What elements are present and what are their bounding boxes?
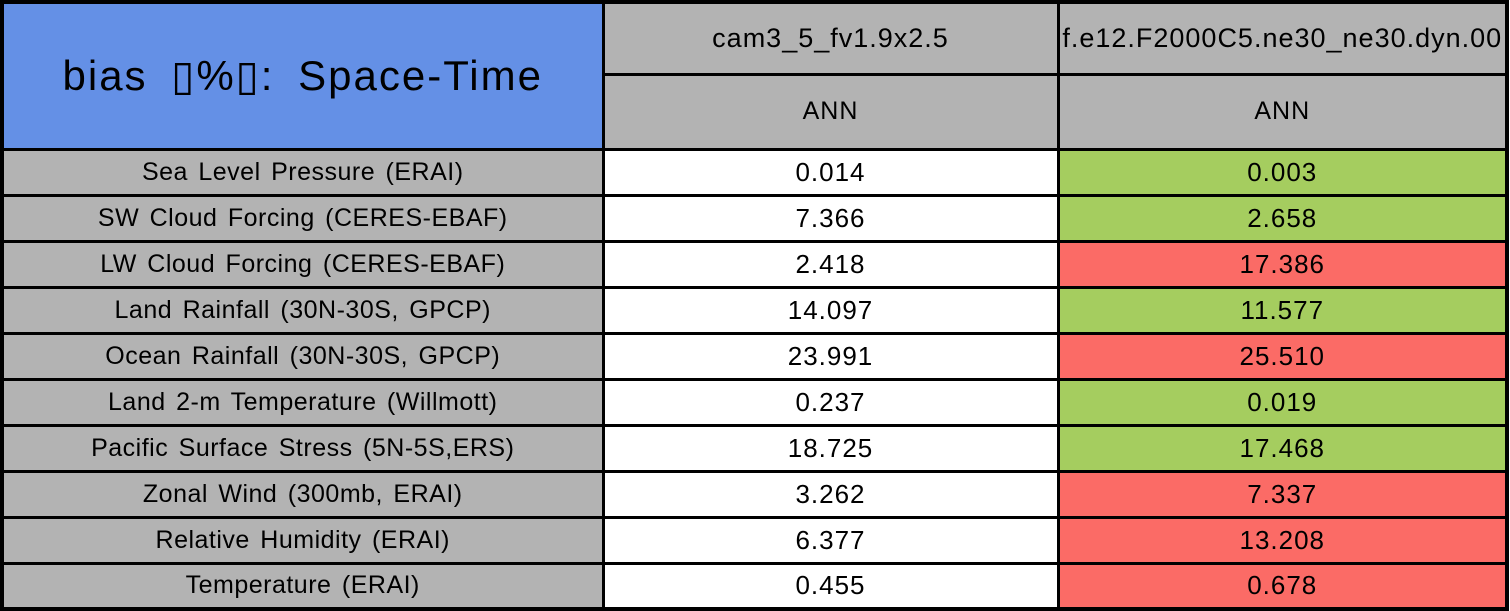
metric-value: 0.678 [1056,561,1509,611]
metric-value: 14.097 [601,285,1060,335]
season-header-2: ANN [1056,72,1509,151]
column-header-model-1: cam3_5_fv1.9x2.5 [601,0,1060,76]
table-row: Land Rainfall (30N-30S, GPCP) 14.097 11.… [0,285,1509,335]
table-row: SW Cloud Forcing (CERES-EBAF) 7.366 2.65… [0,193,1509,243]
header-row-models: bias ▯%▯: Space-Time cam3_5_fv1.9x2.5 f.… [0,0,1509,151]
metric-label: Land Rainfall (30N-30S, GPCP) [0,285,605,335]
metric-value: 2.658 [1056,193,1509,243]
metric-value: 3.262 [601,469,1060,519]
metric-label: Relative Humidity (ERAI) [0,515,605,565]
season-header-1: ANN [601,72,1060,151]
table-row: Land 2-m Temperature (Willmott) 0.237 0.… [0,377,1509,427]
metric-label: LW Cloud Forcing (CERES-EBAF) [0,239,605,289]
metric-value: 23.991 [601,331,1060,381]
table-row: Temperature (ERAI) 0.455 0.678 [0,561,1509,611]
table-row: Sea Level Pressure (ERAI) 0.014 0.003 [0,147,1509,197]
metric-value: 0.014 [601,147,1060,197]
metric-value: 17.386 [1056,239,1509,289]
metric-label: Sea Level Pressure (ERAI) [0,147,605,197]
metric-value: 6.377 [601,515,1060,565]
metric-label: Ocean Rainfall (30N-30S, GPCP) [0,331,605,381]
metric-value: 17.468 [1056,423,1509,473]
table-title: bias ▯%▯: Space-Time [0,0,605,151]
metric-value: 7.366 [601,193,1060,243]
table-row: Ocean Rainfall (30N-30S, GPCP) 23.991 25… [0,331,1509,381]
metric-value: 0.237 [601,377,1060,427]
metric-value: 0.003 [1056,147,1509,197]
metric-label: Land 2-m Temperature (Willmott) [0,377,605,427]
metric-label: Temperature (ERAI) [0,561,605,611]
metric-label: Zonal Wind (300mb, ERAI) [0,469,605,519]
metric-value: 0.019 [1056,377,1509,427]
table-row: Relative Humidity (ERAI) 6.377 13.208 [0,515,1509,565]
metric-label: Pacific Surface Stress (5N-5S,ERS) [0,423,605,473]
table-row: Zonal Wind (300mb, ERAI) 3.262 7.337 [0,469,1509,519]
column-header-model-2: f.e12.F2000C5.ne30_ne30.dyn.00 [1056,0,1509,76]
header-row-seasons: ANN ANN [2,72,1509,151]
metric-value: 11.577 [1056,285,1509,335]
metric-value: 18.725 [601,423,1060,473]
metric-label: SW Cloud Forcing (CERES-EBAF) [0,193,605,243]
metric-value: 25.510 [1056,331,1509,381]
metric-value: 0.455 [601,561,1060,611]
metric-value: 7.337 [1056,469,1509,519]
table-row: LW Cloud Forcing (CERES-EBAF) 2.418 17.3… [0,239,1509,289]
metric-value: 2.418 [601,239,1060,289]
table-row: Pacific Surface Stress (5N-5S,ERS) 18.72… [0,423,1509,473]
metric-value: 13.208 [1056,515,1509,565]
